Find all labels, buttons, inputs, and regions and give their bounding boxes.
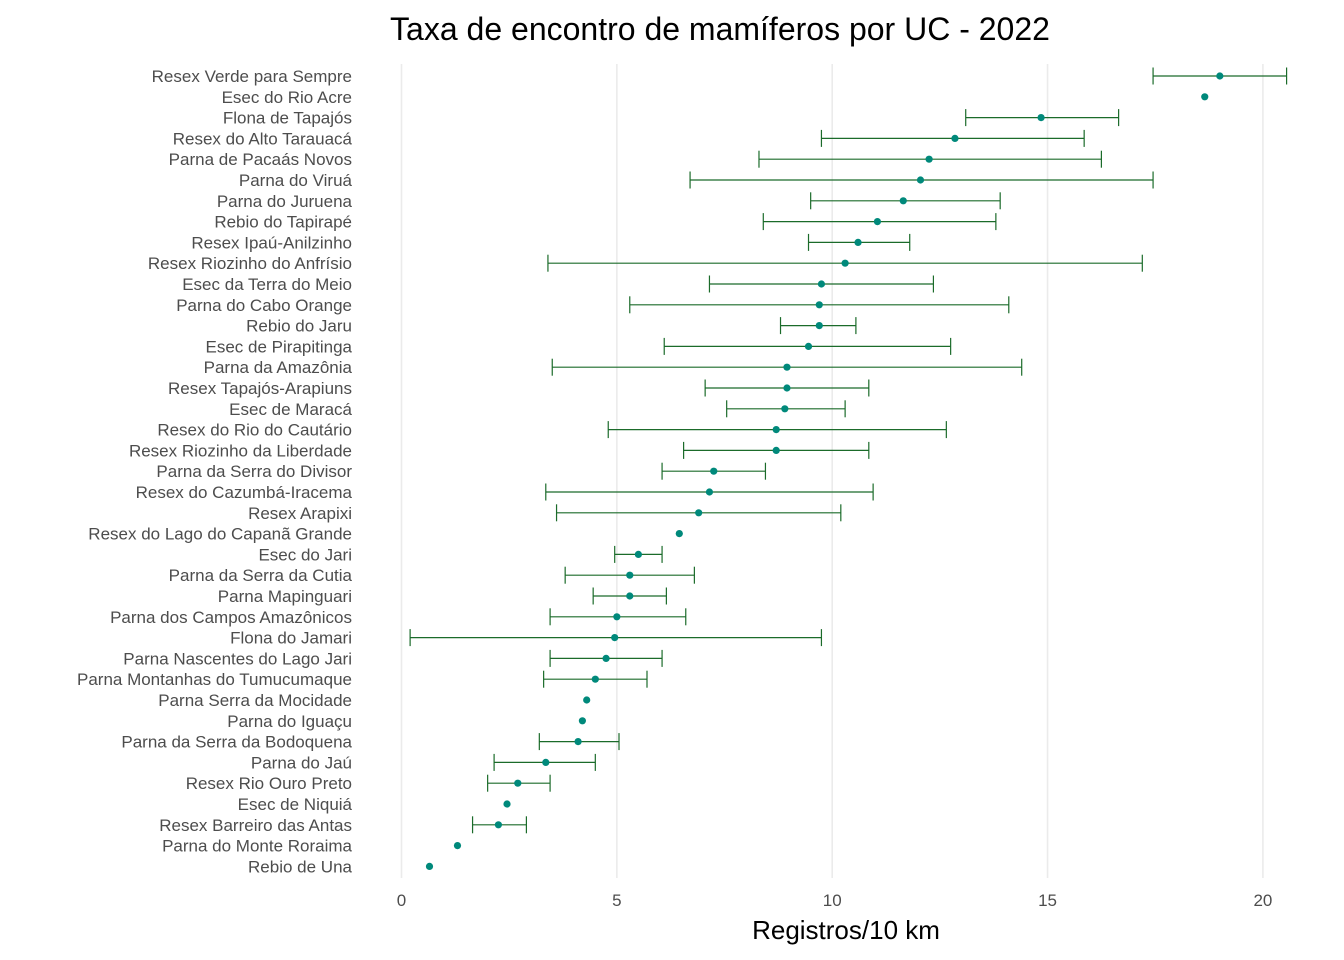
x-tick-label: 0 <box>397 891 406 910</box>
grid-lines <box>400 64 1264 878</box>
data-point <box>1037 114 1045 122</box>
data-point <box>951 134 959 142</box>
y-tick-label: Parna da Amazônia <box>204 358 353 377</box>
y-tick-label: Resex do Cazumbá-Iracema <box>136 483 353 502</box>
y-tick-label: Resex Riozinho do Anfrísio <box>148 254 352 273</box>
data-point <box>854 238 862 246</box>
y-tick-label: Parna da Serra do Divisor <box>156 462 352 481</box>
y-tick-label: Parna da Serra da Bodoquena <box>121 733 352 752</box>
data-point <box>1216 72 1224 80</box>
data-point <box>514 779 522 787</box>
y-tick-label: Resex Verde para Sempre <box>152 67 352 86</box>
data-point <box>602 654 610 663</box>
y-tick-label: Rebio do Tapirapé <box>214 213 352 232</box>
y-tick-label: Esec de Maracá <box>229 400 352 419</box>
data-point <box>578 717 586 725</box>
y-tick-label: Parna Serra da Mocidade <box>158 691 352 710</box>
data-point <box>583 696 591 704</box>
data-point <box>772 446 780 454</box>
y-tick-label: Flona do Jamari <box>230 629 352 648</box>
x-axis-label: Registros/10 km <box>752 915 940 945</box>
data-point <box>453 842 462 850</box>
data-point <box>425 862 434 871</box>
y-tick-label: Resex Arapixi <box>248 504 352 523</box>
y-tick-label: Flona de Tapajós <box>223 109 352 128</box>
data-point <box>634 550 642 559</box>
data-point <box>772 426 780 434</box>
chart-title: Taxa de encontro de mamíferos por UC - 2… <box>390 11 1050 47</box>
y-tick-label: Resex do Alto Tarauacá <box>173 129 353 148</box>
y-tick-label: Parna Montanhas do Tumucumaque <box>77 670 352 689</box>
y-tick-label: Parna Mapinguari <box>218 587 352 606</box>
data-point <box>695 509 703 517</box>
data-point <box>781 405 789 413</box>
data-point <box>815 301 823 309</box>
y-tick-label: Esec de Pirapitinga <box>206 337 353 356</box>
data-point <box>916 176 925 184</box>
y-tick-label: Resex Tapajós-Arapiuns <box>168 379 352 398</box>
y-tick-label: Esec da Terra do Meio <box>182 275 352 294</box>
data-point <box>613 613 621 621</box>
data-point <box>494 821 503 829</box>
y-tick-label: Parna da Serra da Cutia <box>169 566 353 585</box>
y-tick-label: Esec do Rio Acre <box>222 88 352 107</box>
y-tick-label: Rebio de Una <box>248 857 353 876</box>
data-point <box>804 342 813 350</box>
x-tick-label: 5 <box>612 891 621 910</box>
data-point <box>503 800 511 808</box>
y-tick-label: Esec de Niquiá <box>238 795 353 814</box>
x-tick-label: 20 <box>1253 891 1272 910</box>
data-point <box>1201 93 1209 101</box>
data-point <box>542 758 550 767</box>
y-tick-label: Parna Nascentes do Lago Jari <box>123 649 352 668</box>
data-point <box>626 592 634 600</box>
y-tick-label: Parna do Monte Roraima <box>162 837 352 856</box>
data-point <box>675 530 683 538</box>
data-point <box>841 259 849 267</box>
y-tick-label: Parna do Juruena <box>217 192 353 211</box>
y-tick-label: Parna do Cabo Orange <box>176 296 352 315</box>
data-point <box>626 571 634 579</box>
data-point <box>705 488 714 496</box>
x-axis-ticks: 0 5 10 15 20 <box>397 891 1273 910</box>
y-tick-label: Resex do Lago do Capanã Grande <box>88 525 352 544</box>
y-axis-labels: Resex Verde para Sempre Esec do Rio Acre F… <box>77 67 353 876</box>
data-point <box>783 363 791 371</box>
data-point <box>925 155 933 163</box>
y-tick-label: Parna do Viruá <box>239 171 353 190</box>
y-tick-label: Parna dos Campos Amazônicos <box>110 608 352 627</box>
y-tick-label: Parna do Jaú <box>251 753 352 772</box>
data-point <box>783 384 791 392</box>
x-tick-label: 10 <box>823 891 842 910</box>
data-points <box>425 72 1224 871</box>
data-point <box>710 467 718 475</box>
data-point <box>899 197 907 205</box>
y-tick-label: Resex do Rio do Cautário <box>157 421 352 440</box>
data-point <box>591 675 599 683</box>
y-tick-label: Parna de Pacaás Novos <box>169 150 352 169</box>
y-tick-label: Parna do Iguaçu <box>227 712 352 731</box>
data-point <box>817 280 826 288</box>
data-point <box>873 218 882 226</box>
x-tick-label: 15 <box>1038 891 1057 910</box>
error-bars <box>409 67 1288 834</box>
y-tick-label: Resex Barreiro das Antas <box>159 816 352 835</box>
y-tick-label: Esec do Jari <box>258 545 352 564</box>
y-tick-label: Resex Ipaú-Anilzinho <box>191 233 352 252</box>
y-tick-label: Resex Rio Ouro Preto <box>186 774 352 793</box>
y-tick-label: Rebio do Jaru <box>246 317 352 336</box>
y-tick-label: Resex Riozinho da Liberdade <box>129 441 352 460</box>
data-point <box>574 738 582 746</box>
data-point <box>815 322 823 330</box>
data-point <box>611 634 619 642</box>
